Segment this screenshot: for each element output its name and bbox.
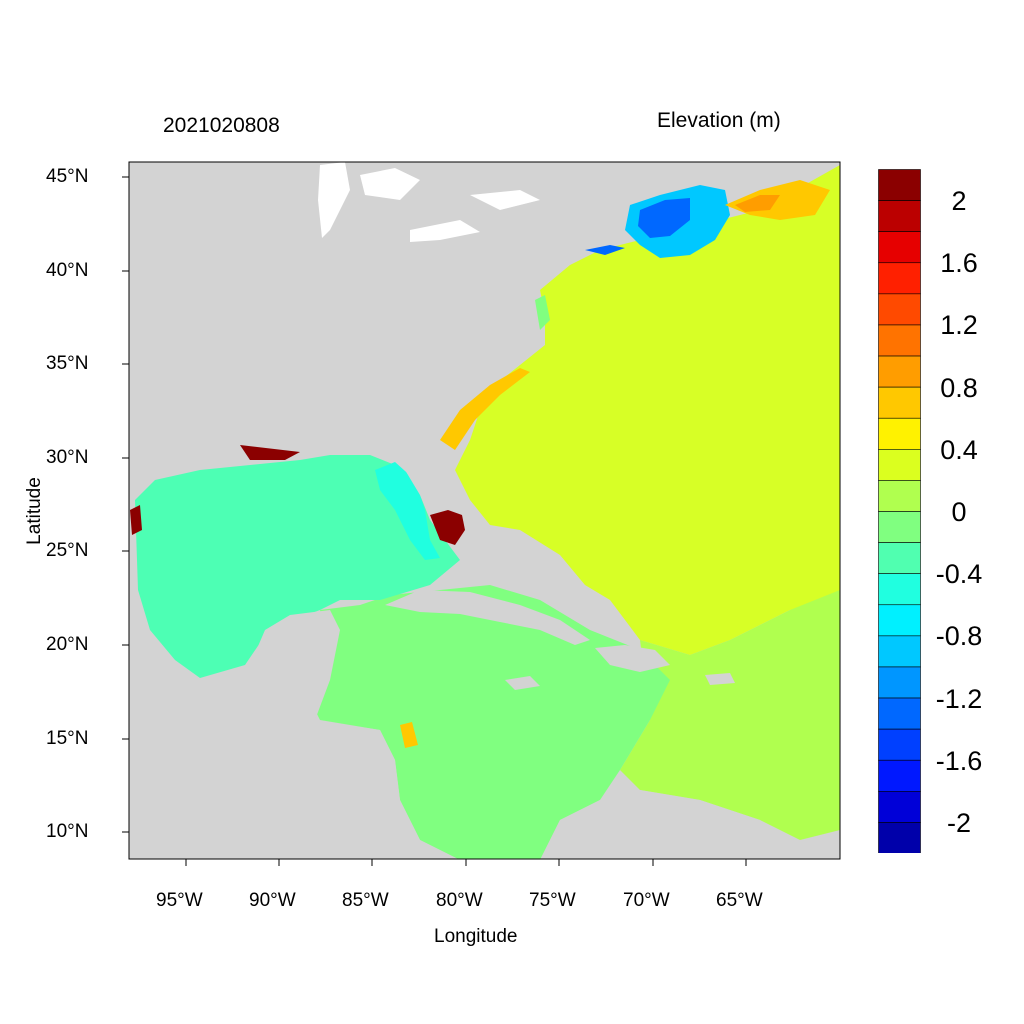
colorbar-label: -1.2 — [935, 683, 983, 714]
great-lakes — [318, 162, 540, 242]
y-tick-label: 35°N — [46, 353, 89, 374]
x-tick-label: 70°W — [623, 890, 670, 911]
x-tick-label: 65°W — [716, 890, 763, 911]
caribbean-sea — [310, 585, 670, 859]
colorbar-cell — [878, 449, 921, 481]
x-tick-label: 95°W — [156, 890, 203, 911]
hispaniola — [595, 645, 670, 672]
south-america — [540, 790, 840, 859]
puerto-rico — [705, 673, 735, 685]
colorbar-cell — [878, 666, 921, 699]
colorbar — [878, 169, 921, 853]
variable-title: Elevation (m) — [657, 109, 781, 132]
colorbar-cell — [878, 542, 921, 574]
axis-ticks — [122, 176, 747, 866]
gulf-coast-surge — [130, 445, 300, 535]
colorbar-label: 1.6 — [940, 248, 978, 279]
florida-shelf — [375, 462, 440, 560]
colorbar-label: 1.2 — [940, 310, 978, 341]
timestamp-label: 2021020808 — [163, 114, 280, 137]
colorbar-cell — [878, 169, 921, 201]
colorbar-cell — [878, 200, 921, 232]
y-tick-label: 45°N — [46, 166, 89, 187]
scotian-setup-core — [735, 195, 780, 212]
x-tick-label: 75°W — [529, 890, 576, 911]
colorbar-cell — [878, 231, 921, 264]
atlantic-ocean — [455, 165, 840, 655]
colorbar-cell — [878, 759, 921, 792]
colorbar-label: -2 — [946, 808, 971, 838]
map-frame — [128, 161, 841, 860]
colorbar-cell — [878, 791, 921, 823]
y-tick-label: 10°N — [46, 821, 89, 842]
colorbar-cell — [878, 573, 921, 606]
gulf-of-maine-core — [638, 198, 690, 238]
colorbar-label: -0.8 — [935, 621, 983, 652]
yucatan — [129, 610, 458, 859]
colorbar-label: 0 — [951, 497, 967, 527]
y-tick-label: 30°N — [46, 447, 89, 468]
colorbar-label: -1.6 — [935, 745, 983, 776]
jamaica — [505, 676, 540, 690]
colorbar-label: 0.4 — [940, 434, 978, 465]
y-axis-title: Latitude — [24, 477, 45, 545]
x-axis-title: Longitude — [434, 926, 518, 947]
colorbar-label: 0.8 — [940, 372, 978, 403]
colorbar-cell — [878, 324, 921, 357]
colorbar-cell — [878, 728, 921, 761]
gulf-of-mexico — [135, 455, 460, 678]
y-tick-label: 25°N — [46, 540, 89, 561]
south-florida-surge — [430, 510, 465, 545]
colorbar-cell — [878, 822, 921, 853]
colorbar-cell — [878, 635, 921, 668]
y-tick-label: 40°N — [46, 260, 89, 281]
colorbar-cell — [878, 697, 921, 730]
colorbar-cell — [878, 355, 921, 388]
se-coast-setup — [440, 368, 530, 450]
mid-atlantic-low — [535, 295, 550, 330]
eastern-caribbean — [620, 590, 840, 859]
y-tick-label: 20°N — [46, 634, 89, 655]
x-tick-label: 85°W — [342, 890, 389, 911]
colorbar-label: 2 — [951, 186, 967, 216]
colorbar-cell — [878, 511, 921, 543]
x-tick-label: 80°W — [436, 890, 483, 911]
central-america-setup — [400, 722, 418, 748]
y-tick-label: 15°N — [46, 728, 89, 749]
cuba — [385, 590, 590, 645]
x-tick-label: 90°W — [249, 890, 296, 911]
long-island-low — [585, 245, 625, 255]
colorbar-cell — [878, 604, 921, 637]
colorbar-label: -0.4 — [935, 559, 983, 590]
